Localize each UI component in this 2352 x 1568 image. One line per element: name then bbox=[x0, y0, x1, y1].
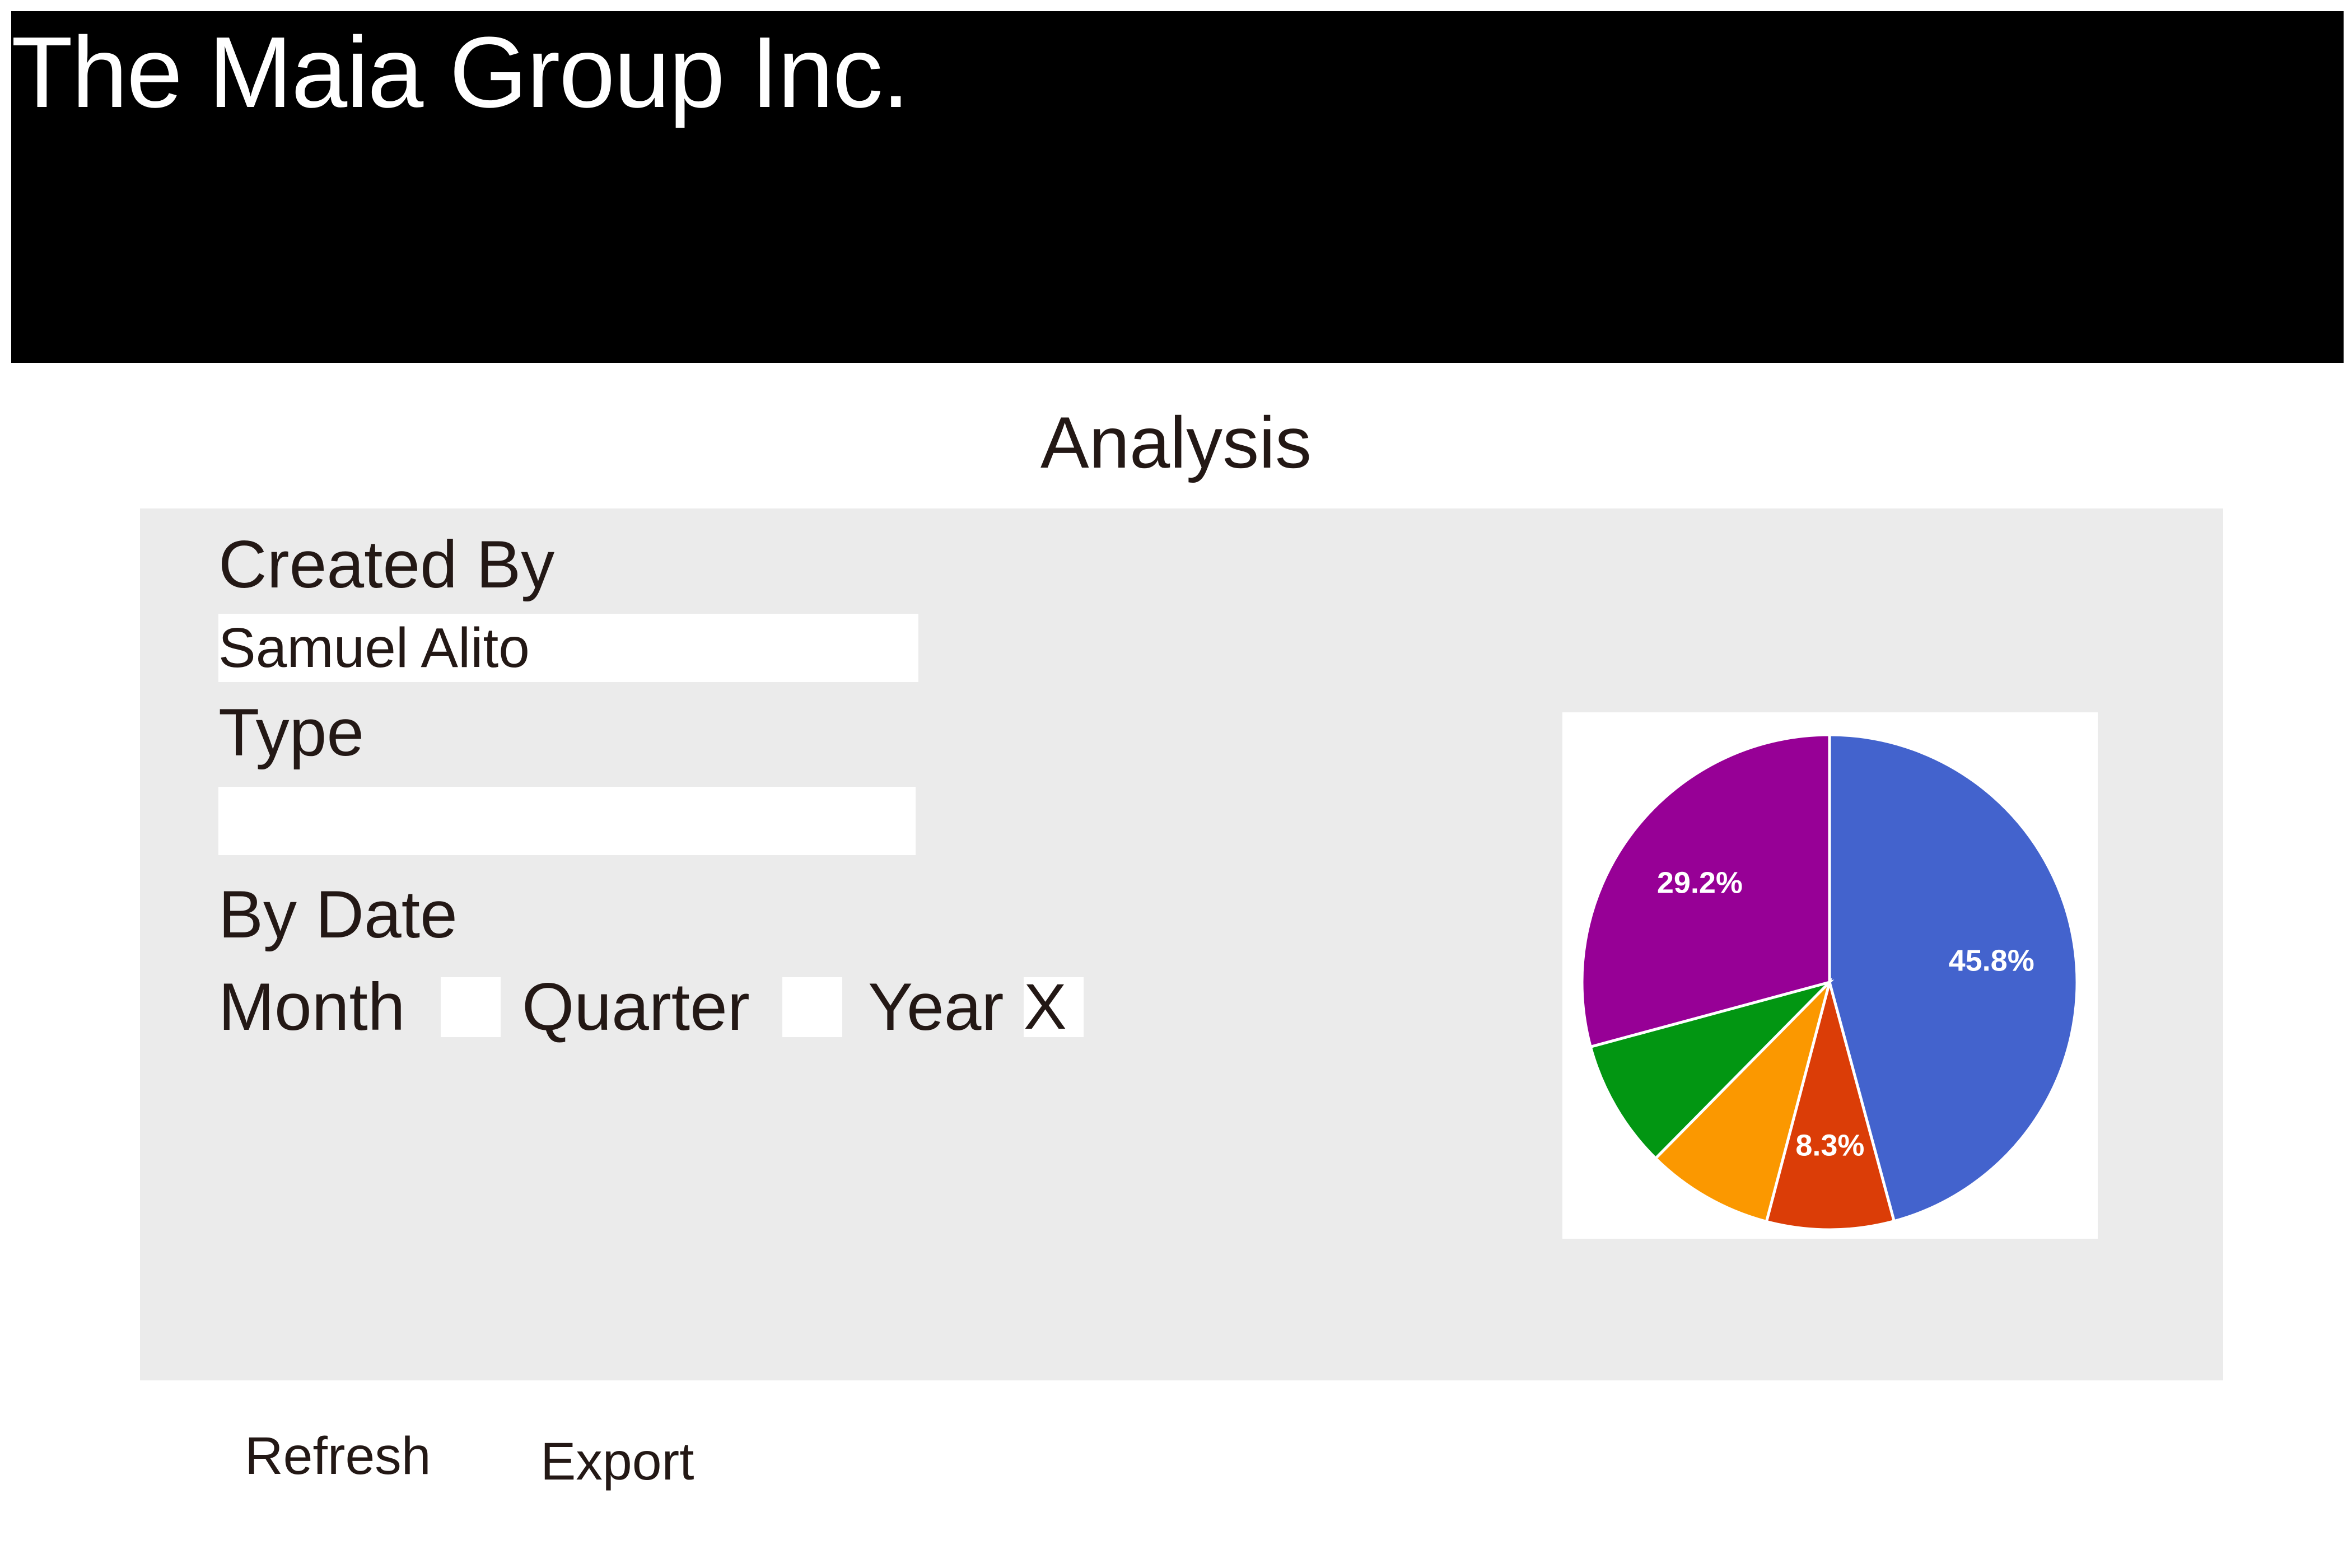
pie-slice bbox=[1828, 733, 2079, 1223]
pie-slice bbox=[1765, 977, 1896, 1231]
pie-slice bbox=[1589, 979, 1835, 1161]
export-button[interactable]: Export bbox=[540, 1432, 694, 1491]
pie-slice-label: 29.2% bbox=[1657, 866, 1743, 900]
year-label: Year bbox=[868, 969, 1004, 1044]
quarter-label: Quarter bbox=[522, 969, 750, 1044]
created-by-label: Created By bbox=[218, 527, 555, 602]
type-field[interactable] bbox=[218, 787, 916, 855]
company-name: The Maia Group Inc. bbox=[11, 16, 910, 129]
created-by-field[interactable]: Samuel Alito bbox=[218, 614, 918, 682]
pie-slice bbox=[1653, 977, 1832, 1224]
pie-slice-label: 8.3% bbox=[1795, 1129, 1864, 1163]
pie-slice-label: 45.8% bbox=[1949, 944, 2034, 978]
pie-chart: 45.8% 8.3% 29.2% bbox=[1580, 733, 2079, 1231]
month-checkbox[interactable] bbox=[441, 977, 501, 1037]
year-checkbox[interactable]: X bbox=[1024, 975, 1084, 1039]
by-date-label: By Date bbox=[218, 877, 458, 952]
refresh-button[interactable]: Refresh bbox=[245, 1426, 431, 1486]
chart-container: 45.8% 8.3% 29.2% bbox=[1562, 712, 2098, 1239]
pie-slice bbox=[1580, 733, 1831, 1049]
header-bar: The Maia Group Inc. bbox=[11, 11, 2344, 363]
page-title: Analysis bbox=[1040, 402, 1312, 483]
quarter-checkbox[interactable] bbox=[782, 977, 842, 1037]
month-label: Month bbox=[218, 969, 405, 1044]
type-label: Type bbox=[218, 695, 365, 770]
